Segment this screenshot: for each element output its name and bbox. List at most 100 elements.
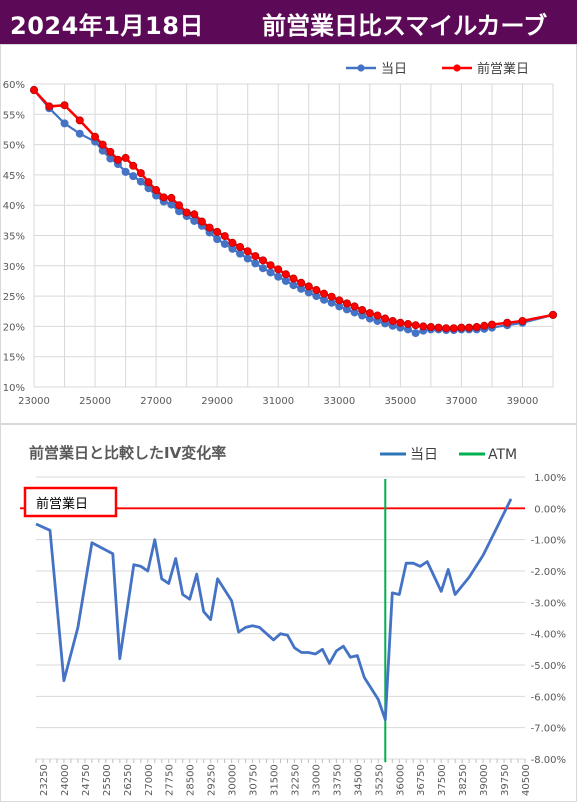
- data-point: [274, 265, 283, 274]
- data-point: [396, 318, 405, 327]
- x-tick-label: 39000: [479, 764, 490, 796]
- data-point: [465, 323, 474, 332]
- x-tick-label: 27000: [144, 764, 155, 796]
- data-point: [45, 102, 54, 111]
- x-tick-label: 23250: [39, 764, 50, 796]
- legend-label: 当日: [381, 62, 407, 77]
- y-tick-label: 0.00%: [534, 504, 566, 515]
- data-point: [251, 252, 260, 261]
- x-tick-label: 36000: [395, 764, 406, 796]
- data-point: [60, 119, 69, 128]
- data-point: [251, 259, 260, 268]
- data-point: [60, 101, 69, 110]
- data-point: [106, 147, 115, 156]
- data-point: [426, 323, 435, 332]
- data-point: [373, 311, 382, 320]
- data-point: [113, 155, 122, 164]
- x-tick-label: 37500: [437, 764, 448, 796]
- data-point: [190, 216, 199, 225]
- x-tick-label: 35250: [374, 764, 385, 796]
- x-tick-label: 36750: [416, 764, 427, 796]
- x-tick-label: 27750: [165, 764, 176, 796]
- x-tick-label: 29250: [207, 764, 218, 796]
- x-tick-label: 30000: [228, 764, 239, 796]
- data-point: [136, 177, 145, 186]
- data-point: [403, 319, 412, 328]
- data-point: [220, 232, 229, 241]
- y-tick-label: 25%: [3, 292, 25, 303]
- chart-title: 前営業日と比較したIV変化率: [29, 444, 226, 462]
- data-point: [388, 316, 397, 325]
- data-point: [503, 318, 512, 327]
- data-point: [220, 239, 229, 248]
- data-point: [411, 329, 420, 338]
- data-point: [549, 310, 558, 319]
- data-point: [327, 292, 336, 301]
- y-tick-label: -7.00%: [531, 724, 566, 735]
- data-point: [289, 281, 298, 290]
- y-tick-label: -1.00%: [531, 536, 566, 547]
- data-point: [152, 186, 161, 195]
- x-tick-label: 33000: [311, 764, 322, 796]
- x-tick-label: 28500: [186, 764, 197, 796]
- data-point: [281, 276, 290, 285]
- x-tick-label: 39000: [507, 396, 539, 407]
- y-tick-label: 15%: [3, 353, 25, 364]
- x-tick-label: 38250: [458, 764, 469, 796]
- data-point: [236, 249, 245, 258]
- x-tick-label: 35000: [384, 396, 416, 407]
- y-tick-label: -2.00%: [531, 567, 566, 578]
- reference-label-box: [23, 486, 118, 518]
- data-point: [472, 323, 481, 332]
- data-point: [98, 140, 107, 149]
- data-point: [258, 256, 267, 265]
- data-point: [434, 323, 443, 332]
- data-point: [144, 178, 153, 187]
- y-tick-label: 50%: [3, 141, 25, 152]
- data-point: [129, 161, 138, 170]
- y-tick-label: -4.00%: [531, 630, 566, 641]
- data-point: [205, 223, 214, 232]
- data-point: [358, 306, 367, 315]
- data-point: [213, 227, 222, 236]
- data-point: [335, 296, 344, 305]
- data-point: [213, 235, 222, 244]
- x-tick-label: 30750: [249, 764, 260, 796]
- data-point: [159, 193, 168, 202]
- data-point: [342, 299, 351, 308]
- chart-frame: [0, 424, 577, 802]
- data-point: [266, 261, 275, 270]
- data-point: [365, 309, 374, 318]
- data-point: [320, 289, 329, 298]
- data-point: [480, 321, 489, 330]
- y-tick-label: 20%: [3, 322, 25, 333]
- data-point: [129, 172, 138, 181]
- data-point: [121, 167, 130, 176]
- data-point: [121, 153, 130, 162]
- data-point: [449, 324, 458, 333]
- legend-marker: [453, 64, 461, 72]
- chart-frame: [0, 44, 577, 424]
- data-point: [487, 320, 496, 329]
- data-point: [167, 193, 176, 202]
- data-point: [281, 270, 290, 279]
- header-title: 前営業日比スマイルカーブ: [262, 12, 548, 40]
- data-point: [136, 169, 145, 178]
- data-point: [190, 210, 199, 219]
- x-tick-label: 33000: [323, 396, 355, 407]
- y-tick-label: -3.00%: [531, 598, 566, 609]
- y-tick-label: 55%: [3, 110, 25, 121]
- legend-marker: [357, 64, 365, 72]
- y-tick-label: 60%: [3, 80, 25, 91]
- data-point: [289, 274, 298, 283]
- data-point: [419, 322, 428, 331]
- data-point: [350, 302, 359, 311]
- x-tick-label: 31500: [270, 764, 281, 796]
- x-tick-label: 24750: [81, 764, 92, 796]
- x-tick-label: 24000: [60, 764, 71, 796]
- y-tick-label: -6.00%: [531, 692, 566, 703]
- data-point: [304, 282, 313, 291]
- y-tick-label: -8.00%: [531, 755, 566, 766]
- y-tick-label: -5.00%: [531, 661, 566, 672]
- x-tick-label: 39750: [500, 764, 511, 796]
